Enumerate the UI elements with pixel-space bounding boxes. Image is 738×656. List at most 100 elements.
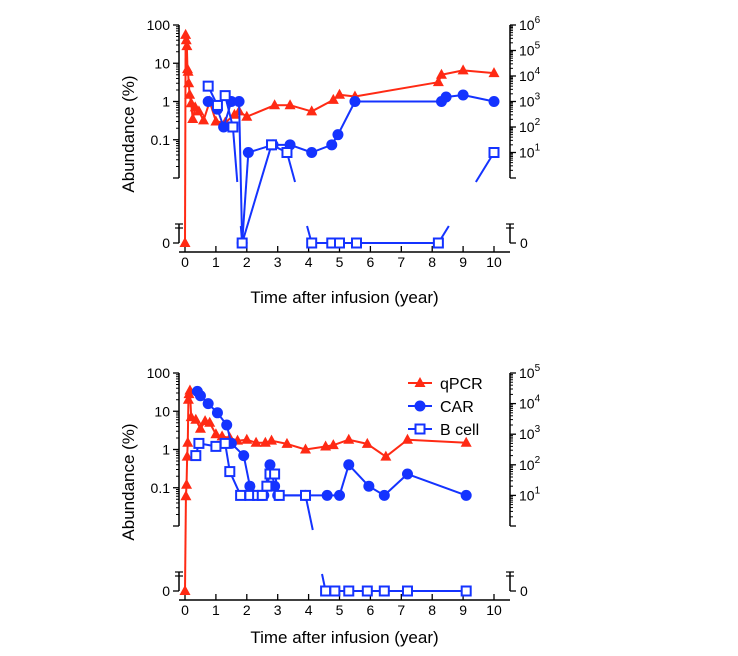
qpcr-line-segment <box>186 399 190 443</box>
bcell-point <box>329 585 341 597</box>
car-line-segment <box>407 473 467 497</box>
qpcr-point <box>380 450 392 461</box>
right-tick-label: 104 <box>519 394 541 412</box>
right-tick-label: 106 <box>519 15 541 33</box>
bcell-point <box>261 480 273 492</box>
qpcr-point <box>180 490 192 501</box>
qpcr-point <box>179 237 191 247</box>
car-point <box>233 96 245 107</box>
car-point <box>211 407 223 419</box>
bcell-point <box>432 237 444 249</box>
bcell-point <box>236 237 248 249</box>
x-tick-label: 1 <box>212 602 220 618</box>
right-zero-label: 0 <box>520 583 528 599</box>
qpcr-point <box>180 34 192 45</box>
qpcr-line-segment <box>463 69 495 75</box>
car-point <box>306 147 318 158</box>
left-zero-label: 0 <box>162 583 170 599</box>
x-tick-label: 0 <box>181 254 189 270</box>
car-point <box>332 129 344 141</box>
qpcr-point <box>184 88 196 99</box>
car-point <box>378 489 390 501</box>
x-tick-label: 10 <box>486 602 502 618</box>
car-point <box>401 468 413 480</box>
bcell-point <box>460 585 472 597</box>
bcell-point <box>202 80 214 92</box>
qpcr-point <box>457 64 469 75</box>
x-tick-label: 7 <box>397 254 405 270</box>
qpcr-point <box>284 99 296 110</box>
bcell-point <box>256 489 268 501</box>
right-tick-label: 104 <box>519 66 541 84</box>
x-axis-label: Time after infusion (year) <box>250 288 438 307</box>
qpcr-point <box>320 440 332 451</box>
car-point <box>218 121 230 133</box>
qpcr-line-segment <box>246 104 275 118</box>
qpcr-point <box>488 67 500 78</box>
bcell-point <box>190 450 202 462</box>
qpcr-point <box>306 105 318 116</box>
right-tick-label: 102 <box>519 117 541 135</box>
right-zero-label: 0 <box>520 235 528 251</box>
qpcr-point <box>204 416 216 427</box>
bcell-point <box>219 90 231 102</box>
bcell-point <box>266 139 278 151</box>
x-axis-label: Time after infusion (year) <box>250 628 438 647</box>
car-point <box>363 480 375 492</box>
car-point <box>440 91 452 103</box>
qpcr-point <box>181 450 193 461</box>
qpcr-point <box>183 77 195 88</box>
bcell-point <box>224 466 236 478</box>
qpcr-point <box>241 110 253 121</box>
x-tick-label: 10 <box>486 254 502 270</box>
left-tick-label: 0.1 <box>151 132 171 148</box>
x-tick-label: 5 <box>336 254 344 270</box>
x-tick-label: 8 <box>428 254 436 270</box>
qpcr-point <box>401 433 413 444</box>
qpcr-point <box>193 105 205 116</box>
bcell-point <box>273 489 285 501</box>
right-tick-label: 101 <box>519 143 541 161</box>
x-tick-label: 9 <box>459 254 467 270</box>
qpcr-point <box>327 93 339 104</box>
bcell-point <box>320 585 332 597</box>
bcell-line-segment <box>231 126 239 183</box>
x-tick-label: 8 <box>428 602 436 618</box>
qpcr-point <box>179 585 191 595</box>
bcell-point <box>334 237 345 249</box>
car-point <box>460 489 472 501</box>
qpcr-point <box>182 436 194 447</box>
car-point <box>242 147 254 158</box>
bcell-point <box>488 147 500 158</box>
legend-label: CAR <box>440 399 474 416</box>
x-tick-label: 3 <box>274 254 282 270</box>
qpcr-point <box>343 433 355 444</box>
bcell-point <box>235 489 247 501</box>
qpcr-point <box>181 40 193 51</box>
x-tick-label: 1 <box>212 254 220 270</box>
car-point <box>194 390 206 402</box>
qpcr-point <box>216 430 228 441</box>
bcell-point <box>401 585 413 597</box>
qpcr-line-segment <box>184 34 187 244</box>
legend-label: B cell <box>440 422 479 439</box>
bcell-point <box>193 437 205 449</box>
car-point <box>349 96 361 107</box>
qpcr-point <box>210 115 222 126</box>
x-tick-label: 7 <box>397 602 405 618</box>
qpcr-point <box>210 428 222 439</box>
bcell-point <box>281 147 293 158</box>
car-line-segment <box>238 101 244 244</box>
left-tick-label: 10 <box>154 403 170 419</box>
left-tick-label: 100 <box>147 17 171 33</box>
qpcr-point <box>300 443 312 454</box>
x-tick-label: 6 <box>367 254 375 270</box>
right-tick-label: 102 <box>519 455 541 473</box>
qpcr-point <box>187 112 199 123</box>
qpcr-point <box>181 478 193 489</box>
bcell-point <box>361 585 373 597</box>
car-point <box>488 96 500 107</box>
right-tick-label: 103 <box>519 92 541 110</box>
car-point <box>202 96 214 107</box>
